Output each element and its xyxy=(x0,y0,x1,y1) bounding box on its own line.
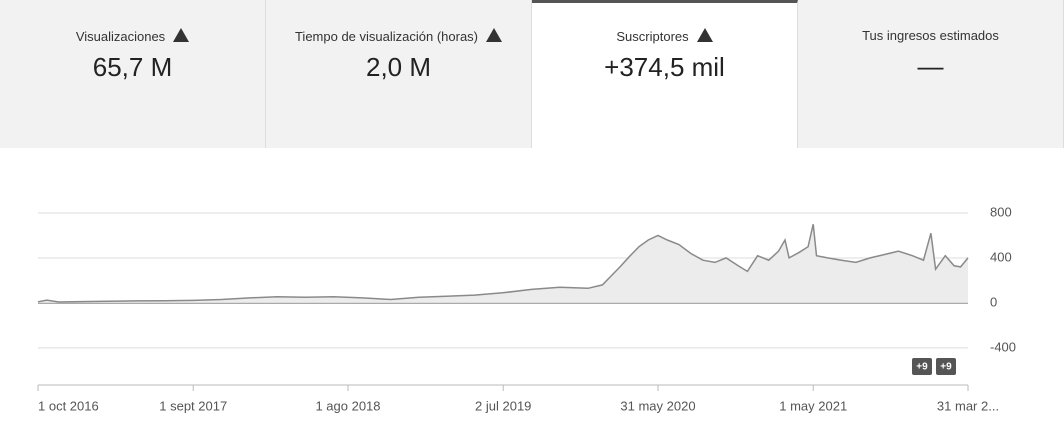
x-tick-label: 1 may 2021 xyxy=(779,398,847,413)
x-tick-label: 31 may 2020 xyxy=(620,398,695,413)
tab-label: Visualizaciones xyxy=(75,29,166,44)
x-tick-label: 1 ago 2018 xyxy=(315,398,380,413)
x-tick-label: 1 sept 2017 xyxy=(159,398,227,413)
annotation-label: +9 xyxy=(916,362,928,373)
metric-tab[interactable]: Visualizaciones 65,7 M xyxy=(0,0,266,148)
tab-label: Tiempo de visualización (horas) xyxy=(294,29,479,44)
x-tick-label: 2 jul 2019 xyxy=(475,398,531,413)
annotation-badge xyxy=(936,358,956,375)
y-tick-label: 800 xyxy=(990,204,1012,219)
metric-tabs: Visualizaciones 65,7 M Tiempo de visualiza… xyxy=(0,0,1064,148)
line xyxy=(37,224,969,303)
tab-label: Tus ingresos estimados xyxy=(862,28,999,43)
y-tick-label: 400 xyxy=(990,249,1012,264)
tab-value: +374,5 mil xyxy=(604,52,725,82)
annotation-label: +9 xyxy=(940,362,952,373)
tab-value: — xyxy=(917,51,944,81)
warning-icon xyxy=(696,28,713,42)
x-tick-label: 31 mar 2... xyxy=(937,398,999,413)
warning-icon xyxy=(173,28,190,42)
metric-tab[interactable]: Suscriptores +374,5 mil xyxy=(532,0,798,148)
annotation-badge xyxy=(912,358,932,375)
warning-icon xyxy=(486,28,503,42)
metric-tab[interactable]: Tiempo de visualización (horas) 2,0 M xyxy=(266,0,532,148)
area xyxy=(38,224,968,303)
tab-label: Suscriptores xyxy=(616,29,689,44)
x-tick-label: 1 oct 2016 xyxy=(38,398,99,413)
y-tick-label: -400 xyxy=(990,339,1016,354)
tab-value: 65,7 M xyxy=(92,52,173,82)
tab-value: 2,0 M xyxy=(365,52,432,82)
y-tick-label: 0 xyxy=(990,294,997,309)
